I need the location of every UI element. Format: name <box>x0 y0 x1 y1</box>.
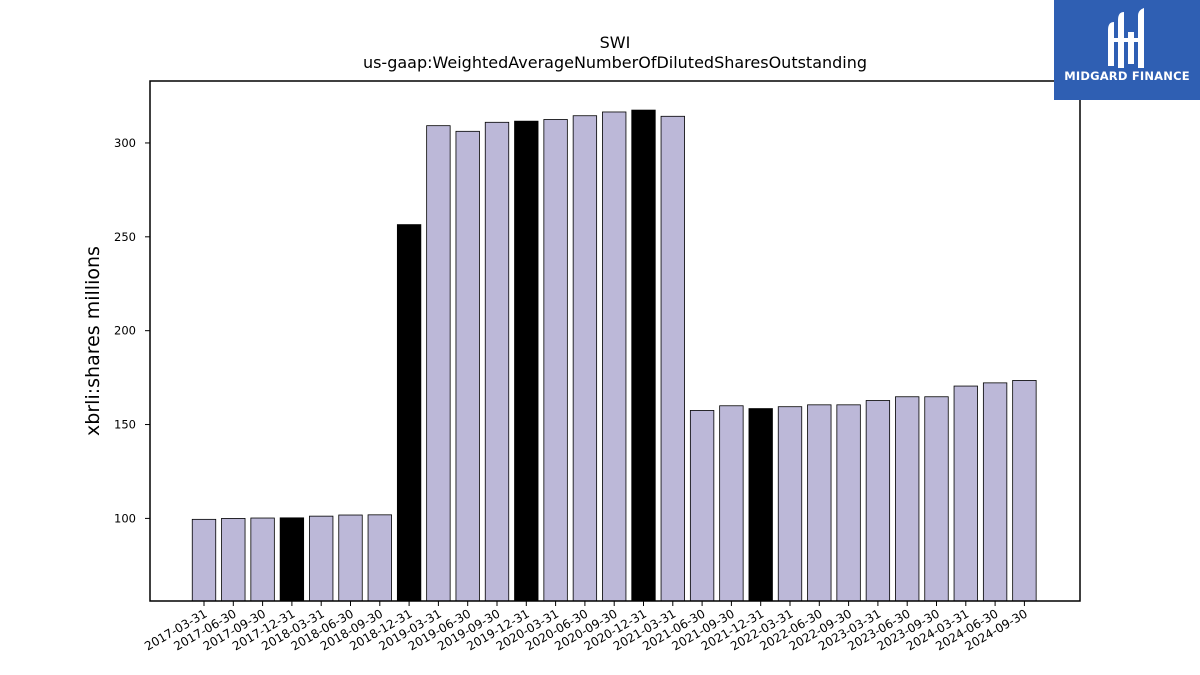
bar-2022-03-31 <box>777 406 803 602</box>
bar-2021-06-30 <box>689 410 715 602</box>
bar-2019-09-30 <box>484 121 510 602</box>
bar-2017-12-31 <box>279 517 305 602</box>
y-tick-label: 150 <box>114 418 136 432</box>
y-tick-label: 200 <box>114 324 136 338</box>
bar-2018-03-31 <box>309 515 334 602</box>
plot-frame <box>149 80 1081 602</box>
bar-2023-03-31 <box>865 400 891 602</box>
midgard-logo-icon <box>1108 8 1144 68</box>
bar-2024-09-30 <box>1012 380 1037 602</box>
bar-2020-12-31 <box>631 109 656 602</box>
bar-2022-09-30 <box>836 404 861 602</box>
x-axis: 2017-03-312017-06-302017-09-302017-12-31… <box>142 601 1030 653</box>
bar-2021-03-31 <box>660 115 685 602</box>
chart-title: SWI <box>600 33 631 52</box>
bar-2019-06-30 <box>455 130 480 602</box>
y-tick-label: 300 <box>114 136 136 150</box>
bar-2021-09-30 <box>719 405 744 602</box>
bar-2019-03-31 <box>426 125 451 602</box>
y-axis-label: xbrli:shares millions <box>82 246 104 436</box>
y-axis: 100 150 200 250 300 <box>114 136 150 525</box>
bar-2020-06-30 <box>572 115 598 602</box>
bar-2022-06-30 <box>807 404 832 602</box>
bars-group <box>191 109 1037 602</box>
bar-2020-09-30 <box>602 111 627 602</box>
bar-2018-06-30 <box>338 514 363 602</box>
bar-2017-03-31 <box>191 518 217 602</box>
logo-text: MIDGARD FINANCE <box>1064 69 1190 83</box>
bar-2018-09-30 <box>367 514 392 602</box>
bar-2018-12-31 <box>396 224 422 602</box>
bar-2023-09-30 <box>924 396 949 602</box>
bar-2020-03-31 <box>543 119 568 602</box>
bar-2017-09-30 <box>250 517 275 602</box>
chart-subtitle: us-gaap:WeightedAverageNumberOfDilutedSh… <box>363 53 867 72</box>
bar-2024-03-31 <box>953 385 978 602</box>
bar-2019-12-31 <box>514 120 539 602</box>
brand-logo: MIDGARD FINANCE <box>1054 0 1200 100</box>
y-tick-label: 250 <box>114 230 136 244</box>
bar-2023-06-30 <box>895 396 920 602</box>
y-tick-label: 100 <box>114 511 136 525</box>
bar-2024-06-30 <box>982 382 1008 602</box>
bar-2017-06-30 <box>221 518 246 602</box>
bar-2021-12-31 <box>748 408 773 602</box>
